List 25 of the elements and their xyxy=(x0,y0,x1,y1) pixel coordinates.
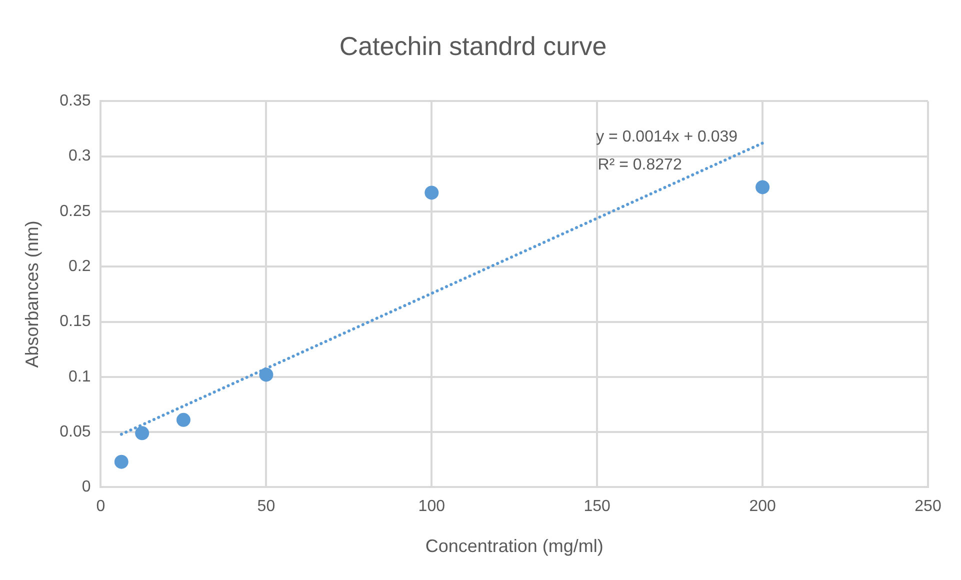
point xyxy=(259,368,274,382)
y-tick-label: 0 xyxy=(82,478,91,496)
point xyxy=(114,454,128,469)
y-axis-title: Absorbances (nm) xyxy=(22,220,42,368)
x-tick-label: 150 xyxy=(584,498,611,516)
point xyxy=(756,180,770,194)
x-axis-title: Concentration (mg/ml) xyxy=(425,536,604,556)
x-tick-label: 50 xyxy=(257,498,276,516)
y-tick-label: 0.35 xyxy=(60,92,91,110)
chart-title: Catechin standrd curve xyxy=(339,30,607,61)
y-tick-label: 0.2 xyxy=(68,258,91,276)
x-tick-label: 200 xyxy=(749,498,776,516)
y-tick-label: 0.1 xyxy=(68,368,91,386)
x-tick-label: 0 xyxy=(96,498,106,516)
annotation: R² = 0.8272 xyxy=(598,156,682,174)
point xyxy=(424,186,439,200)
point xyxy=(135,426,150,440)
y-tick-label: 0.05 xyxy=(60,423,91,440)
annotation: y = 0.0014x + 0.039 xyxy=(596,128,738,146)
y-tick-label: 0.15 xyxy=(60,313,91,330)
x-tick-label: 100 xyxy=(418,498,446,516)
y-tick-label: 0.3 xyxy=(68,148,91,165)
y-tick-label: 0.25 xyxy=(60,202,91,220)
point xyxy=(176,412,190,427)
x-tick-label: 250 xyxy=(914,498,942,516)
